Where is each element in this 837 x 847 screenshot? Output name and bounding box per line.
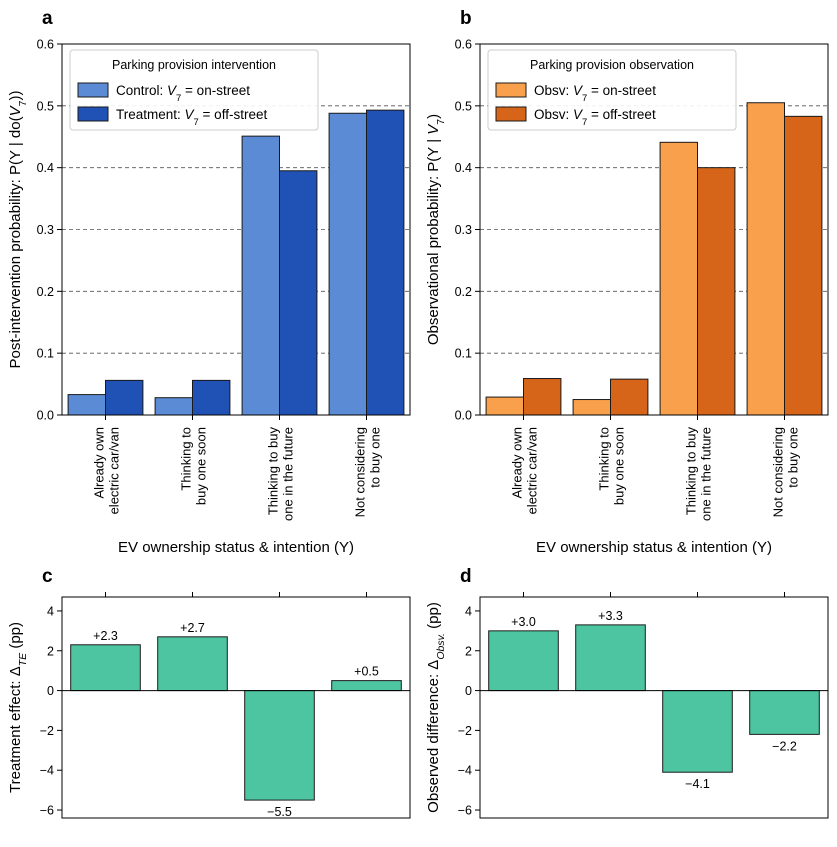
y-axis-label: Observational probability: P(Y | V7) xyxy=(425,114,447,345)
y-tick-label: −6 xyxy=(458,804,472,818)
bar xyxy=(485,396,524,416)
y-tick-label: −4 xyxy=(40,764,54,778)
x-axis-label: EV ownership status & intention (Y) xyxy=(536,539,772,556)
data-label: −4.1 xyxy=(685,777,710,791)
legend-label: Obsv: V7 = on-street xyxy=(534,83,656,104)
legend-swatch xyxy=(495,106,527,122)
y-tick-label: 2 xyxy=(465,644,472,658)
panel-d: d +3.0 +3.3 −4.1 −2.2 −6 −4 −2 0 2 4 Observed diffe… xyxy=(425,566,829,819)
bar xyxy=(331,680,402,692)
category-label: Not consideringto buy one xyxy=(353,427,383,517)
panel-letter: c xyxy=(42,566,53,587)
data-label: +2.7 xyxy=(180,621,205,635)
legend-title: Parking provision observation xyxy=(530,58,694,72)
y-tick-label: 0.4 xyxy=(455,161,472,175)
y-tick-label: 4 xyxy=(47,604,54,618)
panel-b: b 0.0 0.1 0.2 0.3 0.4 0.5 0.6 Observational prob… xyxy=(425,8,829,556)
y-tick-label: 0.6 xyxy=(455,38,472,52)
bar xyxy=(154,397,193,416)
y-tick-label: 0.3 xyxy=(37,223,54,237)
legend-label: Obsv: V7 = off-street xyxy=(534,107,656,128)
data-label: −5.5 xyxy=(267,805,292,819)
legend-box xyxy=(487,49,737,131)
bar xyxy=(157,636,228,692)
bar xyxy=(67,394,106,416)
legend-title: Parking provision intervention xyxy=(112,58,276,72)
data-label: +3.3 xyxy=(598,609,623,623)
data-label: +3.0 xyxy=(511,615,536,629)
data-label: +2.3 xyxy=(93,629,118,643)
y-tick-label: 0.6 xyxy=(37,38,54,52)
bar xyxy=(575,624,646,692)
bar xyxy=(784,115,823,416)
y-tick-label: 0.0 xyxy=(455,409,472,423)
axes-frame xyxy=(61,596,411,819)
legend-label: Control: V7 = on-street xyxy=(116,83,250,104)
bar xyxy=(523,378,562,416)
bar xyxy=(105,379,144,416)
panel-a: a 0.0 0.1 0.2 0.3 0.4 0.5 0.6 Post-intervention … xyxy=(7,8,411,556)
y-tick-label: 2 xyxy=(47,644,54,658)
y-tick-label: 0.0 xyxy=(37,409,54,423)
category-label: Thinking to buyone in the future xyxy=(684,427,714,521)
data-label: +0.5 xyxy=(354,665,379,679)
legend-swatch xyxy=(77,106,109,122)
y-tick-label: 0.5 xyxy=(37,99,54,113)
bar xyxy=(659,141,699,416)
y-tick-label: −2 xyxy=(458,724,472,738)
x-axis-label: EV ownership status & intention (Y) xyxy=(118,539,354,556)
y-tick-label: 0.1 xyxy=(37,347,54,361)
category-label: Thinking tobuy one soon xyxy=(179,427,209,505)
category-label: Thinking to buyone in the future xyxy=(266,427,296,521)
panel-letter: a xyxy=(42,8,53,29)
y-tick-label: 0.1 xyxy=(455,347,472,361)
legend-swatch xyxy=(495,82,527,98)
bar xyxy=(279,170,318,416)
y-tick-label: −2 xyxy=(40,724,54,738)
y-tick-label: 0 xyxy=(47,684,54,698)
y-tick-label: −6 xyxy=(40,804,54,818)
y-tick-label: 0.2 xyxy=(455,285,472,299)
legend-box xyxy=(69,49,319,131)
category-label: Already ownelectric car/van xyxy=(92,427,122,514)
category-label: Already ownelectric car/van xyxy=(510,427,540,514)
y-axis-label: Observed difference: ΔObsv. (pp) xyxy=(425,602,447,813)
panel-letter: b xyxy=(460,8,472,29)
bar xyxy=(488,630,559,692)
bar xyxy=(192,379,231,416)
bar xyxy=(572,399,612,416)
bar xyxy=(366,109,405,416)
bar xyxy=(749,690,820,735)
y-tick-label: 0.3 xyxy=(455,223,472,237)
data-label: −2.2 xyxy=(772,739,797,753)
y-axis-label: Post-intervention probability: P(Y | do(… xyxy=(7,91,29,369)
legend: Parking provision observation Obsv: V7 = … xyxy=(487,49,737,131)
legend: Parking provision intervention Control: V… xyxy=(69,49,319,131)
axes-frame xyxy=(479,596,829,819)
bar xyxy=(241,135,280,416)
bar xyxy=(328,112,367,416)
bar xyxy=(746,102,786,416)
y-tick-label: 0.5 xyxy=(455,99,472,113)
y-tick-label: 4 xyxy=(465,604,472,618)
bar xyxy=(662,690,733,773)
legend-swatch xyxy=(77,82,109,98)
y-tick-label: 0 xyxy=(465,684,472,698)
category-label: Thinking tobuy one soon xyxy=(597,427,627,505)
y-tick-label: −4 xyxy=(458,764,472,778)
panel-c: c +2.3 +2.7 −5.5 +0.5 −6 −4 −2 0 2 4 Treatment effe… xyxy=(7,566,411,819)
y-tick-label: 0.4 xyxy=(37,161,54,175)
y-tick-label: 0.2 xyxy=(37,285,54,299)
category-label: Not consideringto buy one xyxy=(771,427,801,517)
bar xyxy=(697,167,736,416)
panel-letter: d xyxy=(460,566,472,587)
y-axis-label: Treatment effect: ΔTE (pp) xyxy=(7,622,29,793)
bar xyxy=(244,690,315,801)
legend-label: Treatment: V7 = off-street xyxy=(116,107,267,128)
bar xyxy=(610,378,649,416)
bar xyxy=(70,644,141,692)
